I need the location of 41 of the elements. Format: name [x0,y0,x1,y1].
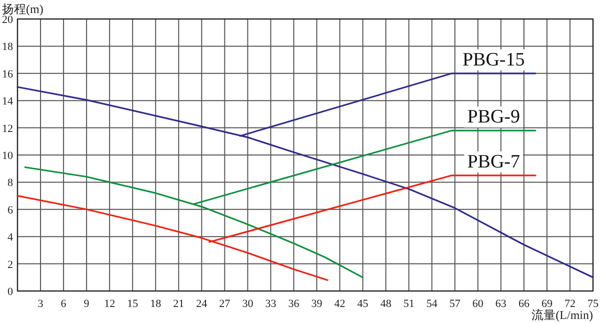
x-tick-label: 54 [426,298,438,310]
y-tick-label: 18 [2,41,14,54]
y-tick-label: 2 [8,258,13,271]
series-label: PBG-9 [467,106,520,128]
x-tick-label: 3 [38,298,44,310]
y-tick-label: 8 [8,177,14,190]
y-tick-label: 20 [2,14,14,26]
x-axis-title: 流量(L/min) [532,308,593,322]
x-tick-label: 42 [334,298,346,310]
y-tick-label: 14 [2,96,14,108]
x-tick-label: 72 [564,298,576,310]
x-tick-label: 6 [60,298,67,310]
y-tick-label: 16 [2,68,14,80]
x-tick-label: 60 [472,298,484,310]
x-tick-label: 66 [518,298,530,310]
x-tick-label: 36 [288,298,300,310]
x-tick-label: 57 [449,298,461,310]
x-tick-label: 18 [150,298,162,310]
x-tick-label: 15 [127,298,139,310]
x-tick-label: 51 [403,298,414,310]
y-tick-label: 4 [8,232,14,244]
x-tick-label: 27 [219,298,231,310]
x-tick-label: 48 [380,298,392,310]
y-tick-label: 12 [2,122,13,135]
series-label: PBG-7 [467,151,520,172]
x-tick-label: 39 [311,298,323,310]
y-tick-label: 10 [2,150,14,162]
x-tick-label: 63 [495,298,507,310]
y-tick-label: 6 [8,204,14,216]
x-tick-label: 21 [173,298,184,310]
x-tick-label: 45 [357,298,369,310]
series-label: PBG-15 [462,49,525,70]
x-tick-label: 30 [242,298,254,310]
x-tick-label: 75 [588,298,599,310]
x-tick-label: 9 [84,298,90,310]
y-tick-label: 0 [8,286,14,298]
x-tick-label: 33 [265,298,277,310]
x-tick-label: 69 [541,298,553,310]
y-axis-title: 扬程(m) [2,2,44,16]
x-tick-label: 24 [196,298,208,310]
x-tick-label: 12 [104,298,116,310]
